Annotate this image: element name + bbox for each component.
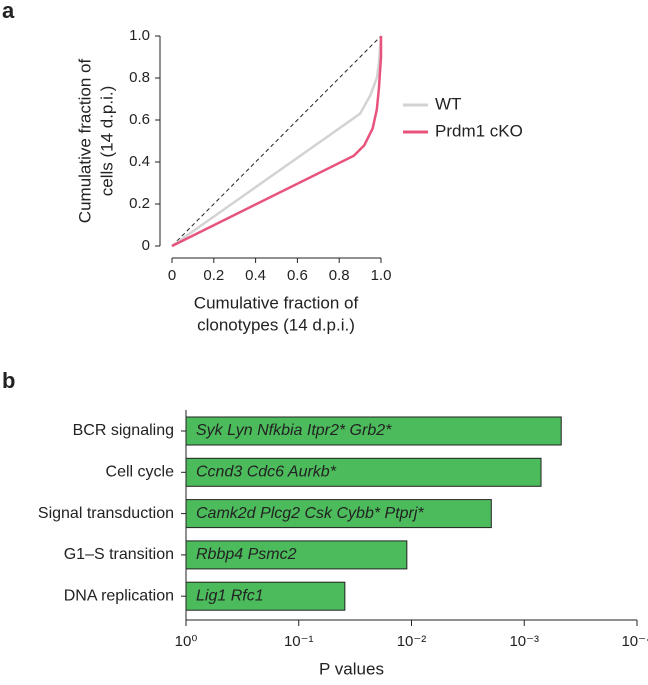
- category-label: BCR signaling: [73, 422, 174, 439]
- category-label: G1–S transition: [64, 546, 174, 563]
- bar: [185, 540, 408, 570]
- x-tick-label: 10⁰: [175, 633, 198, 650]
- bar-label: Syk Lyn Nfkbia Itpr2* Grb2*: [196, 422, 392, 439]
- y-tick-label: 1.0: [129, 27, 150, 44]
- y-tick-label: 0.8: [129, 69, 150, 86]
- x-tick-label: 0: [168, 267, 176, 284]
- bar-label: Lig1 Rfc1: [196, 587, 264, 604]
- series-line: [171, 35, 383, 248]
- x-tick-label: 0.8: [329, 267, 350, 284]
- y-tick-label: 0.6: [129, 111, 150, 128]
- bar: [185, 416, 562, 446]
- panel-label: b: [2, 368, 15, 393]
- x-tick-label: 10⁻¹: [284, 633, 314, 650]
- x-tick-label: 10⁻³: [509, 633, 539, 650]
- x-tick-label: 0.4: [245, 267, 266, 284]
- category-label: Signal transduction: [38, 505, 174, 522]
- bar-label: Ccnd3 Cdc6 Aurkb*: [196, 464, 337, 481]
- bar: [185, 499, 492, 529]
- bar: [185, 457, 542, 487]
- x-tick-label: 1.0: [371, 267, 392, 284]
- x-tick-label: 10⁻⁴: [621, 633, 648, 650]
- panel-label: a: [2, 0, 15, 23]
- category-label: DNA replication: [64, 587, 174, 604]
- x-tick-label: 0.6: [287, 267, 308, 284]
- y-tick-label: 0.4: [129, 153, 150, 170]
- x-axis-label: Cumulative fraction of: [194, 293, 359, 312]
- y-axis-label: cells (14 d.p.i.): [97, 86, 116, 197]
- legend-label: Prdm1 cKO: [435, 121, 523, 140]
- category-label: Cell cycle: [106, 464, 175, 481]
- legend-label: WT: [435, 94, 461, 113]
- series-line: [171, 36, 383, 248]
- x-tick-label: 0.2: [203, 267, 224, 284]
- x-axis-label: clonotypes (14 d.p.i.): [197, 315, 355, 334]
- x-axis-label: P values: [319, 659, 384, 678]
- y-tick-label: 0.2: [129, 195, 150, 212]
- y-tick-label: 0: [142, 237, 150, 254]
- y-axis-label: Cumulative fraction of: [75, 59, 94, 224]
- x-tick-label: 10⁻²: [397, 633, 427, 650]
- bar: [185, 581, 346, 611]
- bar-label: Camk2d Plcg2 Csk Cybb* Ptprj*: [196, 505, 424, 522]
- bar-label: Rbbp4 Psmc2: [196, 546, 297, 563]
- reference-line: [171, 35, 382, 247]
